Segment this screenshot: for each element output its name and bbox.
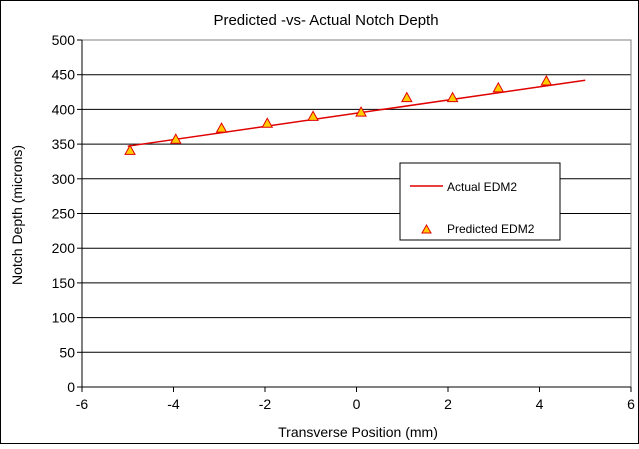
x-tick-label-5: 4	[536, 396, 544, 412]
y-tick-label-5: 250	[52, 206, 76, 222]
y-tick-label-8: 400	[52, 101, 76, 117]
y-tick-label-10: 500	[52, 32, 76, 48]
x-tick-label-0: -6	[76, 396, 89, 412]
legend: Actual EDM2 Predicted EDM2	[400, 163, 560, 240]
x-tick-label-2: -2	[259, 396, 272, 412]
y-tick-label-4: 200	[52, 240, 76, 256]
y-axis-label: Notch Depth (microns)	[9, 145, 25, 285]
y-tick-label-6: 300	[52, 171, 76, 187]
x-tick-label-1: -4	[167, 396, 180, 412]
y-tick-label-2: 100	[52, 310, 76, 326]
y-tick-label-3: 150	[52, 275, 76, 291]
x-axis-label: Transverse Position (mm)	[278, 424, 438, 440]
legend-label-predicted: Predicted EDM2	[447, 222, 535, 236]
y-tick-label-0: 0	[67, 379, 75, 395]
x-tick-label-3: 0	[353, 396, 361, 412]
x-tick-label-6: 6	[627, 396, 635, 412]
y-tick-label-1: 50	[59, 344, 75, 360]
y-tick-label-9: 450	[52, 67, 76, 83]
x-tick-label-4: 2	[444, 396, 452, 412]
legend-label-actual: Actual EDM2	[447, 180, 517, 194]
y-tick-label-7: 350	[52, 136, 76, 152]
chart-title: Predicted -vs- Actual Notch Depth	[213, 12, 438, 29]
